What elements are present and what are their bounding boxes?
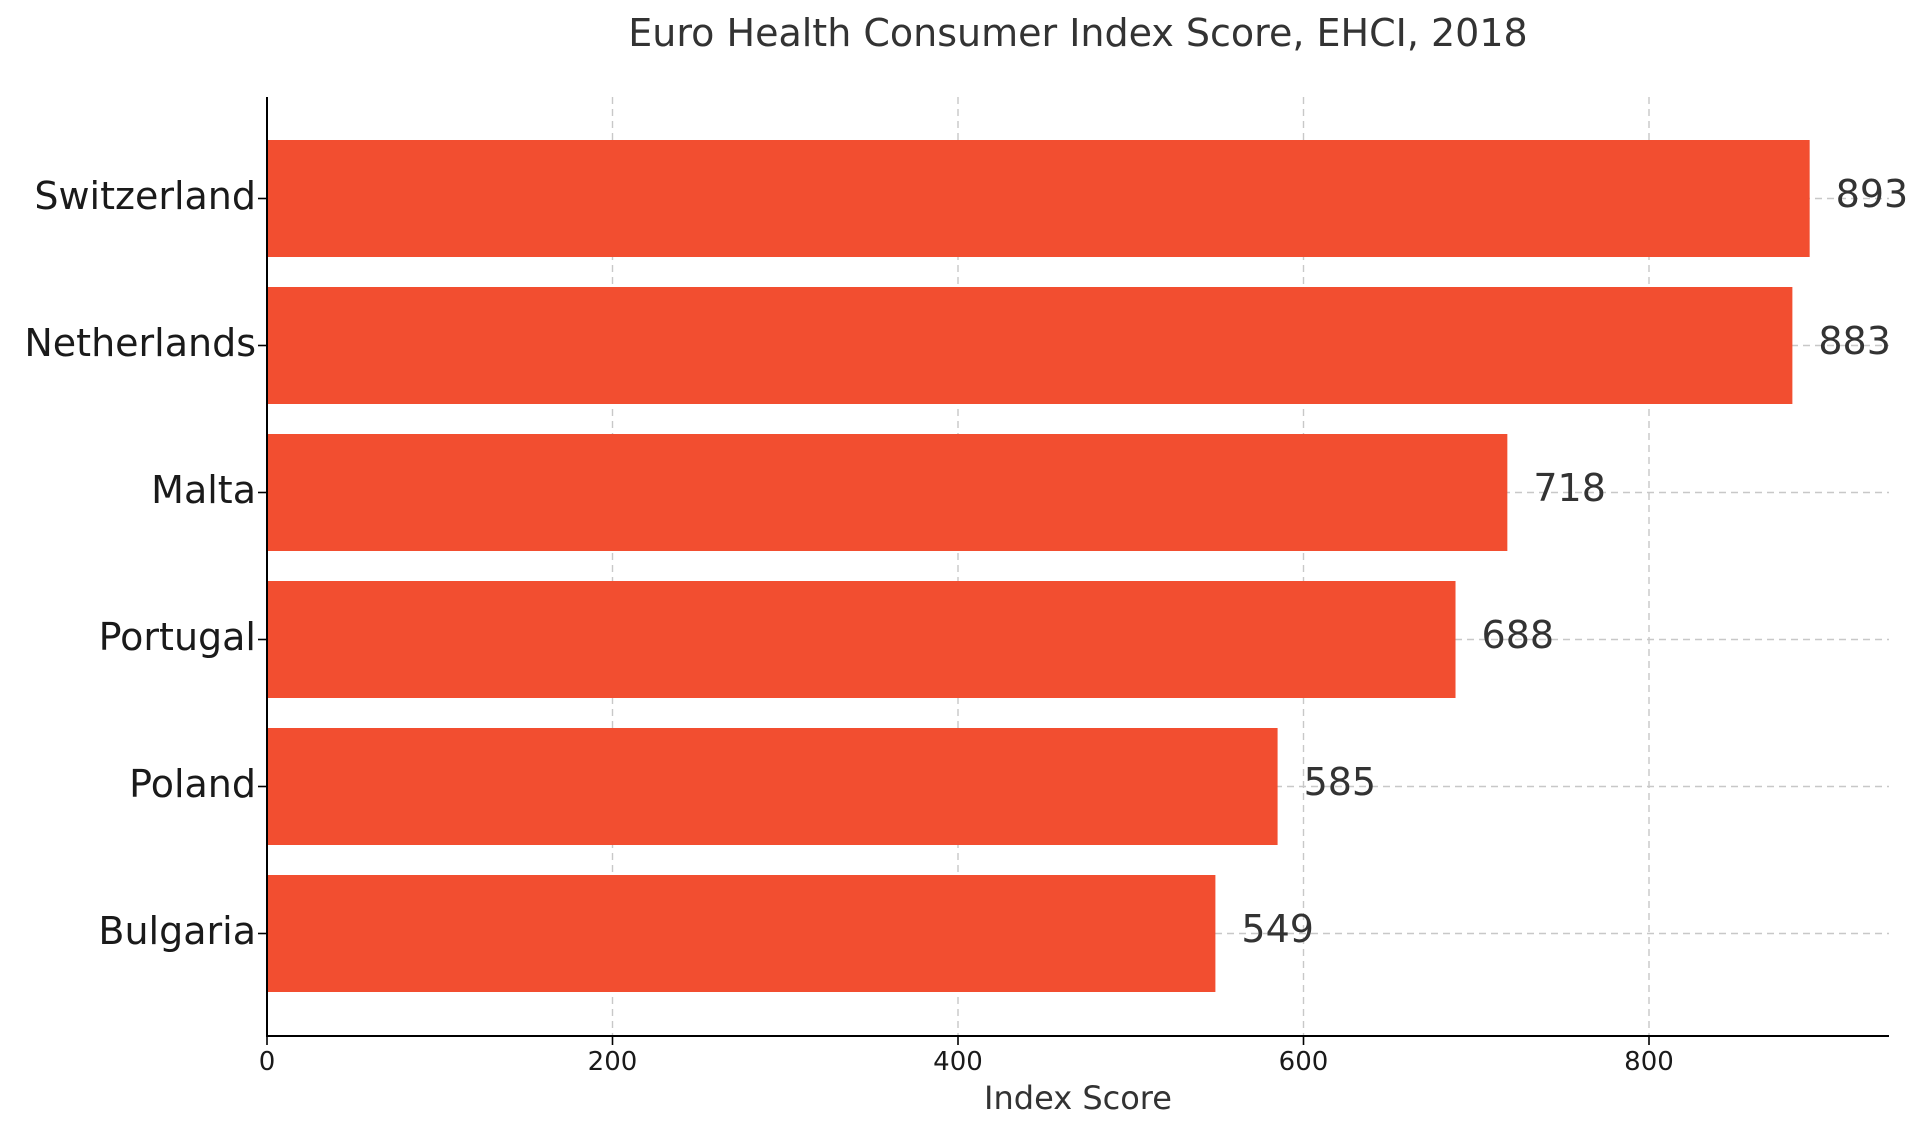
bar-value-label: 883 [1818, 319, 1891, 363]
chart-title: Euro Health Consumer Index Score, EHCI, … [628, 11, 1527, 55]
bar [267, 875, 1216, 992]
category-label: Netherlands [24, 321, 256, 365]
label-layer: 0 200 400 600 800 Switzerland 893 Netherlands 88… [24, 172, 1908, 1077]
x-axis-label: Index Score [984, 1079, 1172, 1117]
bar [267, 287, 1793, 404]
bar-value-label: 585 [1304, 760, 1377, 804]
bar [267, 434, 1508, 551]
axis-layer [258, 97, 1889, 1045]
category-label: Malta [151, 468, 256, 512]
x-tick-label: 600 [1279, 1047, 1329, 1077]
category-label: Bulgaria [98, 909, 256, 953]
bar-value-label: 718 [1533, 466, 1606, 510]
bar [267, 728, 1278, 845]
x-tick-label: 400 [933, 1047, 983, 1077]
category-label: Switzerland [34, 174, 256, 218]
category-label: Portugal [99, 615, 256, 659]
bar [267, 581, 1456, 698]
category-label: Poland [129, 762, 256, 806]
bar [267, 140, 1810, 257]
bar-value-label: 549 [1241, 907, 1314, 951]
x-tick-label: 800 [1624, 1047, 1674, 1077]
bar-value-label: 893 [1836, 172, 1909, 216]
x-tick-label: 200 [588, 1047, 638, 1077]
bar-layer [267, 140, 1810, 992]
bar-value-label: 688 [1482, 613, 1555, 657]
x-tick-label: 0 [259, 1047, 276, 1077]
